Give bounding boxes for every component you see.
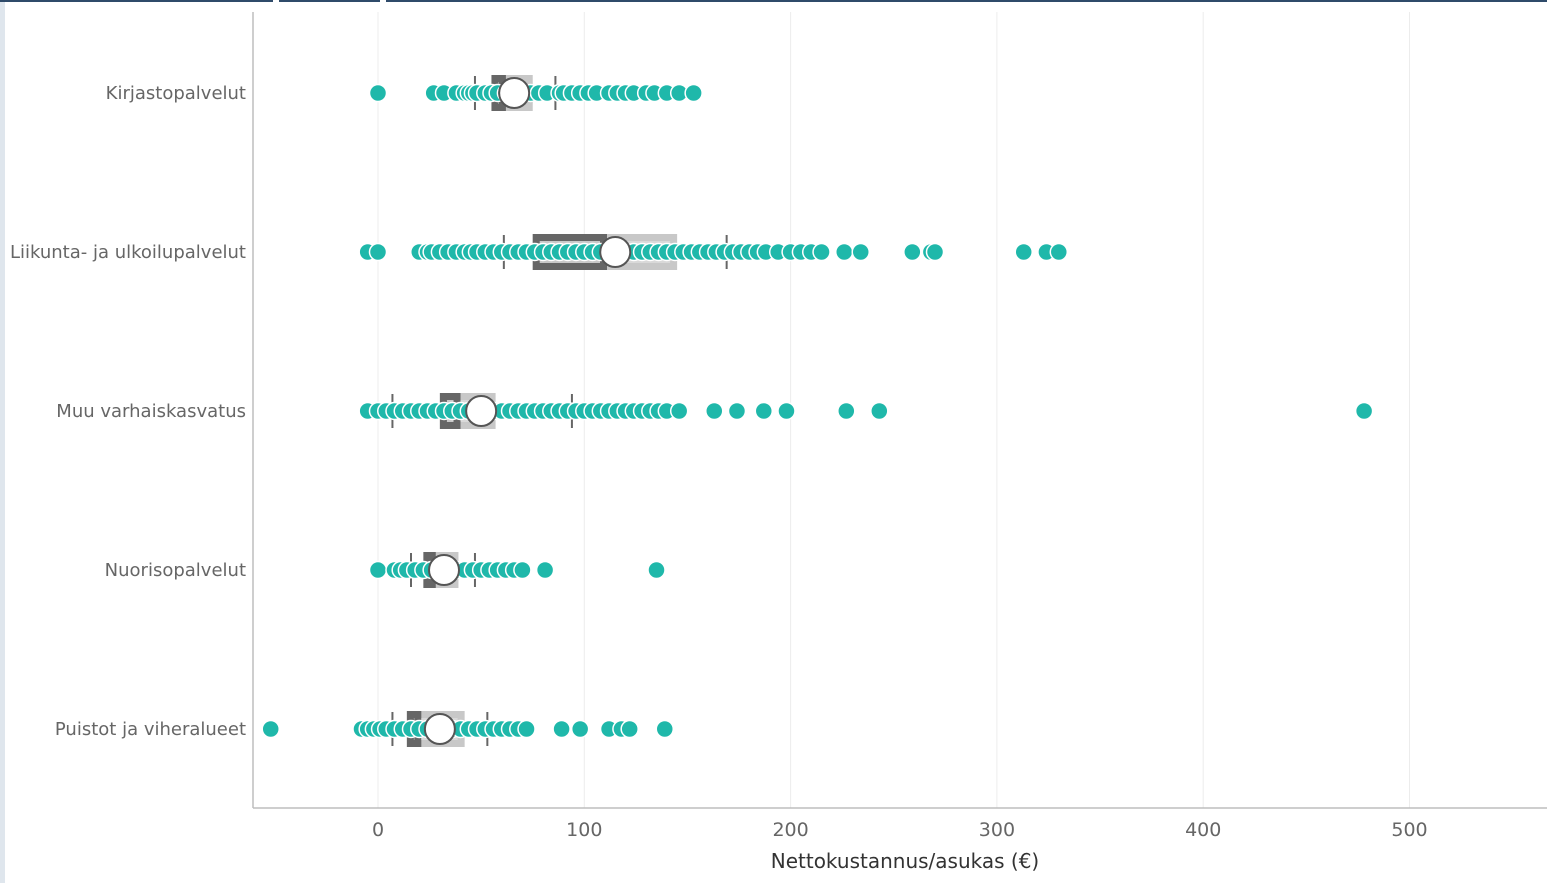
data-point xyxy=(620,719,639,739)
data-point xyxy=(1049,242,1069,262)
category-label: Muu varhaiskasvatus xyxy=(56,401,246,422)
data-point xyxy=(777,401,796,421)
data-point xyxy=(570,719,590,739)
report-frame-left xyxy=(0,0,5,883)
data-point xyxy=(834,242,854,262)
x-tick-label: 100 xyxy=(566,819,602,841)
report-frame-tab-gap xyxy=(273,0,279,3)
data-point xyxy=(261,719,280,739)
data-point xyxy=(727,401,747,421)
data-point xyxy=(655,719,675,739)
data-point xyxy=(1014,242,1033,262)
category-label: Nuorisopalvelut xyxy=(105,560,246,581)
data-point xyxy=(851,242,870,262)
category-rows: Kirjastopalvelut Liikunta- ja ulkoilupalv… xyxy=(10,75,1374,747)
report-frame-top xyxy=(0,0,1547,2)
data-point xyxy=(684,83,703,103)
data-point xyxy=(812,242,831,262)
report-frame-tab-gap xyxy=(380,0,386,3)
data-point xyxy=(368,242,388,262)
x-axis-title: Nettokustannus/asukas (€) xyxy=(771,849,1039,873)
data-point xyxy=(754,401,774,421)
x-tick-label: 300 xyxy=(979,819,1015,841)
category-row: Puistot ja viheralueet xyxy=(55,711,675,747)
mean-marker xyxy=(423,713,456,745)
data-point xyxy=(647,560,666,580)
x-tick-label: 400 xyxy=(1185,819,1221,841)
data-point xyxy=(903,242,922,262)
mean-marker xyxy=(465,395,498,427)
data-point xyxy=(368,560,388,580)
data-point xyxy=(552,719,571,739)
category-label: Kirjastopalvelut xyxy=(106,83,246,104)
category-label: Liikunta- ja ulkoilupalvelut xyxy=(10,242,246,263)
data-point xyxy=(1354,401,1374,421)
data-point xyxy=(535,560,555,580)
category-label: Puistot ja viheralueet xyxy=(55,719,246,740)
data-point xyxy=(837,401,856,421)
category-row: Muu varhaiskasvatus xyxy=(56,393,1374,429)
category-row: Nuorisopalvelut xyxy=(105,552,666,588)
x-tick-label: 500 xyxy=(1391,819,1427,841)
mean-marker xyxy=(428,554,461,586)
data-point xyxy=(517,719,536,739)
x-axis-ticks: 0 100 200 300 400 500 xyxy=(372,819,1428,841)
category-row: Liikunta- ja ulkoilupalvelut xyxy=(10,234,1069,270)
mean-marker xyxy=(498,77,531,109)
data-point xyxy=(513,560,532,580)
data-point xyxy=(368,83,388,103)
data-point xyxy=(870,401,889,421)
x-tick-label: 0 xyxy=(372,819,384,841)
x-tick-label: 200 xyxy=(772,819,808,841)
gridlines xyxy=(377,12,1410,808)
mean-marker xyxy=(599,236,632,268)
data-point xyxy=(669,401,689,421)
data-point xyxy=(705,401,724,421)
data-point xyxy=(925,242,945,262)
category-row: Kirjastopalvelut xyxy=(106,75,703,111)
